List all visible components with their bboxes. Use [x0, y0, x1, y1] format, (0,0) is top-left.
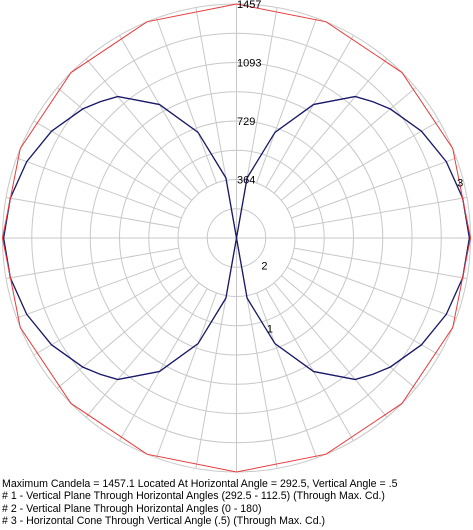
grid-spoke [16, 157, 182, 219]
grid-spoke [286, 120, 440, 210]
grid-spoke [265, 35, 354, 188]
grid-spoke [273, 58, 388, 194]
grid-spoke [291, 257, 457, 319]
chart-caption: Maximum Candela = 1457.1 Located At Hori… [2, 478, 472, 528]
series-curve-2 [3, 95, 470, 381]
grid-spoke [5, 196, 179, 229]
radial-tick-labels: 364 729 1093 1457 [237, 0, 261, 187]
grid-spoke [16, 257, 182, 319]
grid-spoke [56, 87, 193, 201]
grid-spoke [85, 282, 200, 418]
grid-spoke [85, 58, 200, 194]
curve-label-3: 3 [457, 178, 463, 190]
radial-tick-label: 729 [237, 116, 255, 128]
grid-spoke [33, 266, 187, 356]
series-layer [1, 3, 472, 473]
polar-candela-chart: 364 729 1093 1457 1 2 3 [1, 0, 472, 473]
grid-spoke [256, 17, 318, 184]
grid-spoke [265, 288, 354, 441]
grid-spoke [273, 282, 388, 418]
grid-spoke [280, 87, 417, 201]
radial-tick-label: 1093 [237, 57, 261, 69]
max-candela-line: Maximum Candela = 1457.1 Located At Hori… [2, 478, 398, 490]
curve-label-1: 1 [267, 323, 273, 335]
curve-label-2: 2 [261, 260, 267, 272]
grid-spoke [119, 288, 208, 441]
grid-spoke [155, 292, 217, 459]
grid-spoke [56, 275, 193, 389]
grid-spoke [195, 7, 227, 181]
grid-spoke [155, 17, 217, 184]
polar-plot: 364 729 1093 1457 1 2 3 [1, 0, 472, 473]
grid-spoke [291, 157, 457, 219]
grid-spoke [294, 247, 468, 280]
legend-curve-1: # 1 - Vertical Plane Through Horizontal … [2, 490, 385, 503]
grid-spoke [33, 120, 187, 210]
radial-tick-label: 1457 [237, 0, 261, 11]
curve-labels: 1 2 3 [261, 178, 463, 336]
legend-curve-2: # 2 - Vertical Plane Through Horizontal … [2, 502, 262, 515]
radial-tick-label: 364 [237, 175, 255, 187]
grid-spoke [294, 196, 468, 229]
grid-spoke [280, 275, 417, 389]
series-curve-3 [1, 3, 472, 473]
grid-spoke [246, 295, 278, 469]
grid-spoke [5, 247, 179, 280]
grid-spoke [195, 295, 227, 469]
grid-spoke [286, 266, 440, 356]
legend-curve-3: # 3 - Horizontal Cone Through Vertical A… [2, 515, 326, 528]
grid-spoke [246, 7, 278, 181]
grid-spoke [119, 35, 208, 188]
grid-spokes [2, 4, 471, 472]
grid-spoke [256, 292, 318, 459]
